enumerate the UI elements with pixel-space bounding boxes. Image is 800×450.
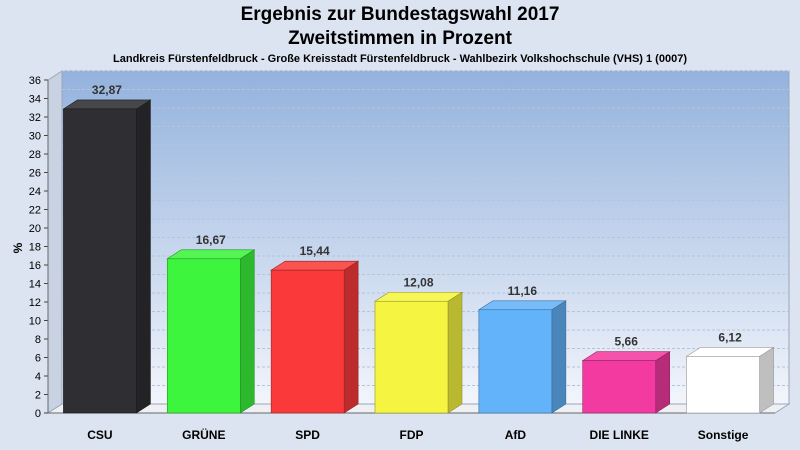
data-label: 11,16 [508, 284, 538, 298]
y-tick-label: 32 [29, 112, 41, 124]
y-tick-label: 0 [35, 408, 41, 420]
bar-front [582, 360, 657, 414]
data-label: 6,12 [718, 330, 742, 344]
y-tick-label: 28 [29, 149, 41, 161]
y-tick-label: 34 [29, 94, 41, 106]
bar-top [477, 300, 567, 311]
y-axis-label: % [11, 242, 25, 253]
bar-top [270, 260, 360, 271]
y-tick-label: 8 [35, 334, 41, 346]
bar-side [759, 346, 774, 414]
bar-front [63, 108, 137, 414]
y-tick-label: 4 [35, 371, 41, 383]
x-tick-label: SPD [295, 428, 320, 442]
bar-sonstige [685, 346, 775, 414]
y-tick-label: 22 [29, 205, 41, 217]
y-tick-label: 10 [29, 316, 41, 328]
bar-top [166, 249, 256, 260]
bar-side [551, 300, 567, 414]
x-tick-label: CSU [87, 428, 112, 442]
bar-front [478, 309, 553, 414]
x-tick-label: FDP [400, 428, 424, 442]
bar-side [136, 99, 151, 414]
y-tick-label: 36 [29, 75, 41, 87]
bar-afd [477, 300, 567, 414]
bar-top [685, 347, 775, 357]
plot-side-wall [47, 70, 63, 414]
bar-top [373, 291, 464, 302]
y-tick-label: 20 [29, 223, 41, 235]
bar-top [62, 99, 152, 110]
bar-side [447, 291, 463, 414]
y-tick-label: 26 [29, 168, 41, 180]
chart-caption: Landkreis Fürstenfeldbruck - Große Kreis… [113, 53, 687, 65]
bar-top [581, 351, 671, 361]
x-tick-label: DIE LINKE [590, 428, 649, 442]
y-tick-label: 2 [35, 390, 41, 402]
bar-die-linke [581, 351, 671, 414]
bar-side [343, 260, 359, 414]
bar-front [166, 258, 241, 414]
y-tick-label: 12 [29, 297, 41, 309]
data-label: 15,44 [300, 244, 330, 258]
data-label: 12,08 [403, 275, 433, 289]
chart-subtitle: Zweitstimmen in Prozent [288, 28, 512, 49]
bar-front [686, 356, 760, 414]
bar-csu [62, 99, 152, 414]
data-label: 16,67 [196, 233, 226, 247]
y-tick-label: 14 [29, 279, 41, 291]
y-tick-label: 30 [29, 131, 41, 143]
bar-fdp [373, 291, 464, 414]
x-tick-label: GRÜNE [182, 427, 225, 442]
data-label: 32,87 [92, 83, 122, 97]
chart-title: Ergebnis zur Bundestagswahl 2017 [240, 4, 560, 25]
y-tick-label: 6 [35, 353, 41, 365]
y-tick-label: 24 [29, 186, 41, 198]
bar-grüne [166, 249, 256, 414]
data-label: 5,66 [615, 335, 639, 349]
bar-side [239, 249, 255, 414]
bar-side [655, 351, 671, 414]
bar-front [374, 300, 449, 414]
y-tick-label: 18 [29, 242, 41, 254]
x-tick-label: Sonstige [698, 428, 749, 442]
y-tick-label: 16 [29, 260, 41, 272]
bar-front [270, 269, 345, 414]
bar-spd [270, 260, 360, 414]
x-tick-label: AfD [505, 428, 527, 442]
